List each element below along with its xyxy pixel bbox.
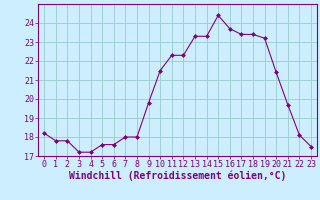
X-axis label: Windchill (Refroidissement éolien,°C): Windchill (Refroidissement éolien,°C): [69, 171, 286, 181]
